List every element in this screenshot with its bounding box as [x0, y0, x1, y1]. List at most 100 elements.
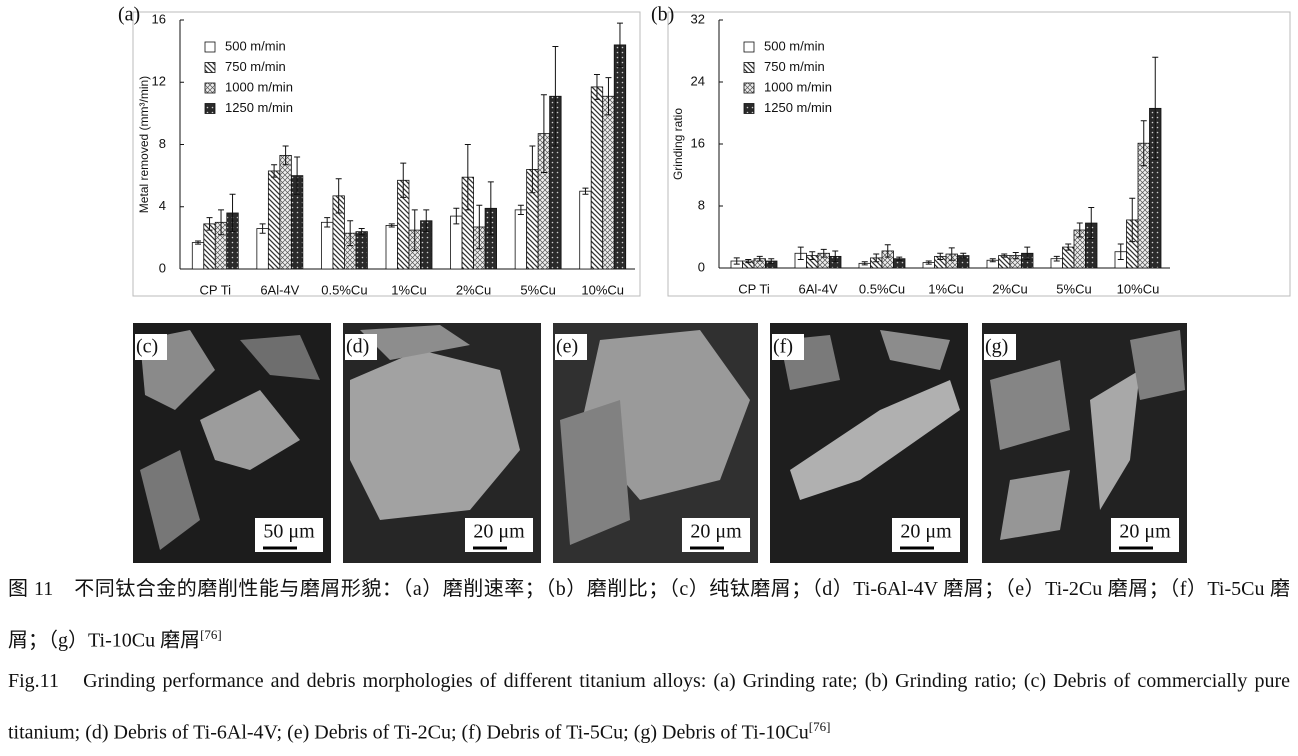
panel-label: (b) — [651, 4, 674, 26]
error-bar — [797, 246, 804, 260]
error-bar — [616, 22, 623, 68]
error-bar — [1076, 222, 1083, 238]
error-bar — [745, 258, 752, 264]
y-tick-label: 24 — [691, 73, 705, 88]
error-bar — [948, 247, 955, 261]
error-bar — [605, 77, 612, 116]
y-tick-label: 16 — [152, 11, 166, 26]
error-bar — [960, 252, 967, 259]
error-bar — [453, 207, 460, 225]
y-axis-label: Metal removed (mm³/min) — [137, 76, 151, 213]
x-tick-label: 2%Cu — [456, 282, 491, 297]
error-bar — [411, 209, 418, 251]
error-bar — [593, 73, 600, 100]
error-bar — [388, 223, 395, 228]
label-box — [135, 334, 167, 360]
x-tick-label: 1%Cu — [928, 281, 963, 296]
y-tick-label: 8 — [698, 197, 705, 212]
legend-label: 1000 m/min — [225, 79, 293, 94]
error-bar — [1001, 253, 1008, 258]
y-axis-label: Grinding ratio — [671, 108, 685, 180]
error-bar — [464, 144, 471, 211]
micrograph-label: (g) — [985, 336, 1008, 358]
error-bar — [1152, 56, 1159, 160]
error-bar — [529, 145, 536, 194]
legend-swatch — [743, 41, 755, 53]
x-tick-label: 6Al-4V — [260, 282, 299, 297]
error-bar — [756, 255, 763, 262]
bar — [203, 223, 216, 270]
error-bar — [423, 209, 430, 233]
error-bar — [282, 145, 289, 166]
error-bar — [400, 162, 407, 198]
label-box — [772, 334, 804, 360]
error-bar — [324, 217, 331, 228]
error-bar — [832, 250, 839, 263]
legend-swatch — [743, 62, 755, 73]
error-bar — [195, 240, 202, 245]
scale-bar-box — [682, 518, 750, 552]
error-bar — [1024, 246, 1031, 260]
x-tick-label: CP Ti — [738, 281, 770, 296]
scale-bar-box — [892, 518, 960, 552]
label-box — [345, 334, 377, 360]
scale-bar-box — [255, 518, 323, 552]
x-tick-label: 10%Cu — [581, 282, 624, 297]
y-tick-label: 0 — [159, 260, 166, 275]
legend-label: 1250 m/min — [764, 100, 832, 115]
panel-frame — [132, 11, 641, 297]
legend-label: 1000 m/min — [764, 79, 832, 94]
error-bar — [1140, 120, 1147, 167]
micrograph-label: (d) — [346, 336, 369, 358]
label-box — [984, 334, 1016, 360]
scale-bar-box — [1111, 518, 1179, 552]
error-bar — [873, 253, 880, 263]
bar — [590, 86, 604, 270]
caption-ref: [76] — [808, 719, 831, 734]
error-bar — [925, 260, 932, 265]
y-tick-label: 32 — [691, 11, 705, 26]
y-tick-label: 16 — [691, 135, 705, 150]
error-bar — [517, 204, 524, 216]
error-bar — [861, 261, 868, 266]
error-bar — [229, 193, 236, 233]
panel-frame — [667, 11, 1291, 297]
error-bar — [809, 251, 816, 260]
bar — [514, 209, 528, 270]
caption-en: Fig.11 Grinding performance and debris m… — [8, 659, 1290, 756]
x-tick-label: 5%Cu — [520, 282, 555, 297]
error-bar — [1053, 255, 1060, 262]
x-tick-label: 0.5%Cu — [859, 281, 905, 296]
bar — [279, 154, 292, 270]
micrograph-label: (e) — [556, 336, 578, 358]
legend-label: 750 m/min — [225, 59, 286, 74]
error-bar — [937, 252, 944, 260]
y-tick-label: 8 — [159, 136, 166, 151]
error-bar — [733, 257, 740, 265]
error-bar — [1065, 243, 1072, 251]
error-bar — [1088, 207, 1095, 240]
error-bar — [218, 209, 225, 236]
caption-text: Fig.11 Grinding performance and debris m… — [8, 670, 1290, 744]
scale-bar-label: 20 μm — [473, 521, 525, 543]
legend-label: 750 m/min — [764, 59, 825, 74]
legend-label: 1250 m/min — [225, 100, 293, 115]
x-tick-label: 10%Cu — [1117, 281, 1160, 296]
error-bar — [294, 156, 301, 195]
scale-bar-label: 50 μm — [263, 521, 315, 543]
error-bar — [271, 164, 278, 178]
bar — [256, 228, 269, 270]
bar — [602, 95, 615, 270]
error-bar — [540, 94, 547, 174]
x-tick-label: 5%Cu — [1056, 281, 1091, 296]
y-tick-label: 12 — [152, 74, 166, 89]
bar — [191, 242, 205, 270]
error-bar — [1129, 197, 1136, 243]
scale-bar-box — [465, 518, 533, 552]
legend-swatch — [204, 82, 216, 94]
bar — [267, 170, 281, 270]
error-bar — [335, 178, 342, 214]
error-bar — [896, 256, 903, 261]
figure: (a) Metal removed (mm³/min) 0 4 8 12 16 CP Ti 6A… — [118, 4, 1291, 563]
